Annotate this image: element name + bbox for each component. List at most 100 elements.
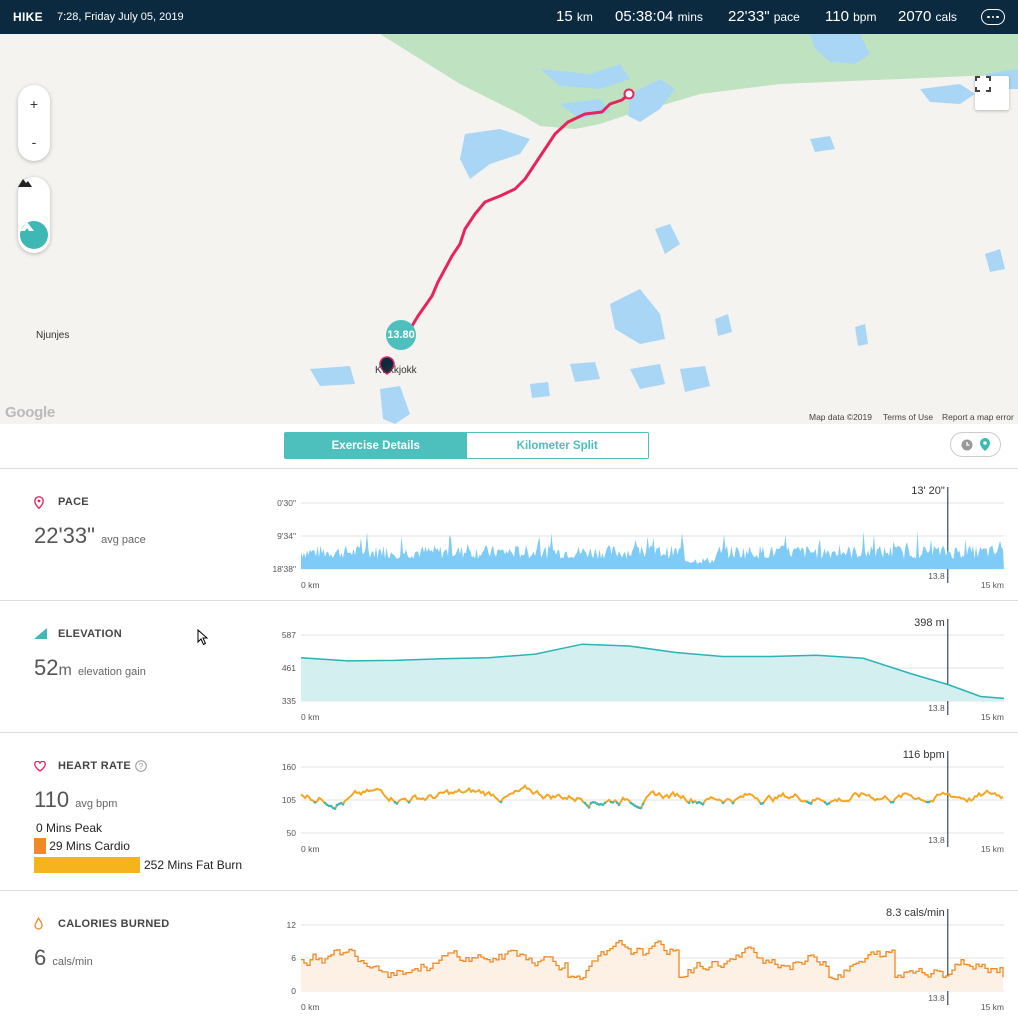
activity-type: HIKE <box>13 10 43 24</box>
heart-rate-low-point <box>597 803 601 806</box>
heart-rate-low-point <box>583 801 587 805</box>
heart-rate-low-point <box>341 803 345 806</box>
heart-rate-low-point <box>327 804 331 808</box>
heart-rate-low-point <box>807 801 811 804</box>
heart-rate-low-point <box>691 801 695 804</box>
heart-rate-low-point <box>687 801 691 805</box>
pace-chart[interactable]: 0'30" 9'34" 18'38" 0 km 15 km 13.8 13' 20" <box>270 483 1015 598</box>
svg-text:?: ? <box>139 762 144 771</box>
report-map-error-link[interactable]: Report a map error <box>942 412 1014 422</box>
heart-rate-section: HEART RATE ? 110 avg bpm 0 Mins Peak 29 … <box>0 732 1018 891</box>
tab-exercise-details[interactable]: Exercise Details <box>285 433 467 458</box>
heart-rate-low-point <box>827 802 831 805</box>
route-map[interactable]: + - Njunjes Kvikkjokk 13.80 Google Map d… <box>0 34 1018 424</box>
heart-rate-low-point <box>759 802 763 805</box>
y-tick-label: 105 <box>282 795 296 805</box>
distance-stat: 15 km <box>556 8 593 25</box>
tab-kilometer-split[interactable]: Kilometer Split <box>466 433 648 458</box>
heart-rate-low-point <box>325 803 329 807</box>
heart-rate-low-point <box>695 801 699 805</box>
y-tick-label: 18'38" <box>272 564 296 574</box>
hike-icon[interactable] <box>20 221 48 249</box>
x-tick-label: 15 km <box>981 580 1004 590</box>
google-logo: Google <box>5 404 55 421</box>
clock-icon[interactable] <box>961 439 973 451</box>
pace-callout: 13' 20" <box>911 485 945 497</box>
mountain-icon[interactable] <box>18 177 50 207</box>
terms-link[interactable]: Terms of Use <box>883 412 934 422</box>
km-marker[interactable]: 13.80 <box>386 320 416 350</box>
help-icon[interactable]: ? <box>135 760 147 772</box>
location-pin-icon <box>34 496 44 509</box>
y-tick-label: 6 <box>291 953 296 963</box>
heart-rate-low-point <box>639 806 643 810</box>
x-tick-label: 15 km <box>981 844 1004 854</box>
x-tick-label: 0 km <box>301 844 319 854</box>
map-layer-control <box>18 177 50 253</box>
heart-rate-title: HEART RATE <box>58 760 132 772</box>
fullscreen-icon[interactable] <box>975 76 1009 110</box>
elevation-chart[interactable]: 587 461 335 0 km 15 km 13.8 398 m <box>270 615 1015 730</box>
flame-icon <box>34 917 43 930</box>
view-tabs: Exercise Details Kilometer Split <box>284 432 649 459</box>
heart-rate-low-point <box>631 803 635 806</box>
heart-rate-average: 110 avg bpm <box>34 787 118 812</box>
zone-cardio-bar <box>34 838 47 854</box>
heart-rate-low-point <box>393 800 397 804</box>
y-tick-label: 50 <box>287 828 297 838</box>
y-tick-label: 335 <box>282 696 296 706</box>
heart-rate-low-point <box>927 800 931 804</box>
zone-fat-burn: 252 Mins Fat Burn <box>144 858 243 872</box>
activity-header: HIKE 7:28, Friday July 05, 2019 15 km 05… <box>0 0 1018 34</box>
heart-rate-low-point <box>615 801 619 804</box>
cursor-km-label: 13.8 <box>928 703 945 713</box>
elevation-gain: 52m elevation gain <box>34 655 146 680</box>
heart-rate-low-point <box>591 801 595 804</box>
heart-rate-low-point <box>891 800 895 804</box>
calories-title: CALORIES BURNED <box>58 918 170 930</box>
y-tick-label: 0'30" <box>277 498 296 508</box>
calories-area <box>301 940 1003 991</box>
elevation-line <box>300 643 1005 700</box>
zoom-out-button[interactable]: - <box>31 134 37 150</box>
heart-rate-low-point <box>339 801 343 805</box>
heart-rate-chart[interactable]: 160 105 50 0 km 15 km 13.8 116 bpm <box>270 747 1015 862</box>
heart-rate-low-point <box>611 801 615 804</box>
zone-fat-burn-bar <box>34 857 140 873</box>
zone-peak: 0 Mins Peak <box>36 821 103 835</box>
zoom-in-button[interactable]: + <box>29 96 39 112</box>
calories-section: CALORIES BURNED 6 cals/min 12 6 0 0 km 15 km… <box>0 890 1018 1023</box>
heart-rate-low-point <box>823 801 827 804</box>
pace-area <box>301 530 1004 569</box>
cursor-km-label: 13.8 <box>928 835 945 845</box>
end-pin-icon <box>379 356 395 375</box>
heart-rate-low-point <box>641 802 645 806</box>
place-label-kvikkjokk: Kvikkjokk <box>375 365 417 376</box>
location-pin-icon[interactable] <box>980 438 991 451</box>
mouse-cursor-icon <box>197 629 209 646</box>
y-tick-label: 587 <box>282 630 296 640</box>
heart-rate-low-point <box>337 802 341 806</box>
heart-rate-low-point <box>825 802 829 806</box>
y-tick-label: 461 <box>282 663 296 673</box>
heart-rate-low-point <box>585 804 589 807</box>
cursor-km-label: 13.8 <box>928 993 945 1003</box>
elevation-title: ELEVATION <box>58 628 123 640</box>
heart-rate-low-point <box>333 807 337 810</box>
map-canvas <box>310 34 1018 424</box>
zone-cardio: 29 Mins Cardio <box>49 839 130 853</box>
calories-line <box>301 940 1004 981</box>
heart-rate-low-point <box>889 801 893 804</box>
heart-rate-low-point <box>589 801 593 805</box>
heart-rate-callout: 116 bpm <box>903 749 945 761</box>
heart-rate-low-point <box>629 801 633 805</box>
heart-rate-low-point <box>925 800 929 804</box>
more-options-icon[interactable] <box>981 9 1005 25</box>
y-tick-label: 160 <box>282 762 296 772</box>
calories-chart[interactable]: 12 6 0 0 km 15 km 13.8 8.3 cals/min <box>270 905 1015 1020</box>
x-tick-label: 0 km <box>301 580 319 590</box>
map-view-toggle[interactable] <box>950 432 1001 457</box>
heart-rate-low-point <box>595 802 599 805</box>
heart-rate-low-point <box>809 802 813 805</box>
heart-rate-low-point <box>331 806 335 810</box>
